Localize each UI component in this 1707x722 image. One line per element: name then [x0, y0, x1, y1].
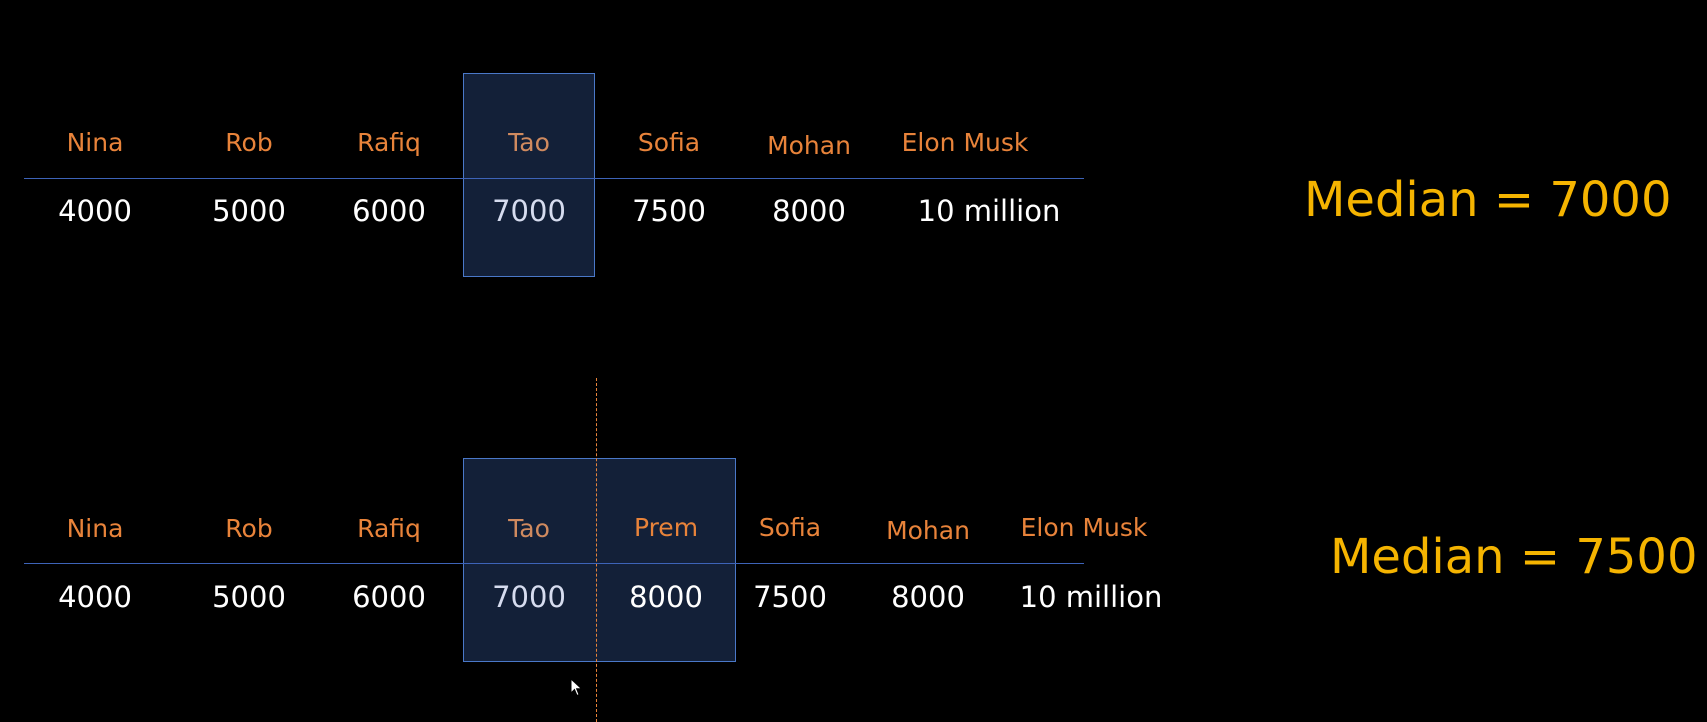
table-divider-1 — [24, 178, 1084, 179]
name-cell: Rob — [225, 514, 273, 543]
value-cell-median: 7000 — [492, 580, 566, 614]
median-label-2: Median = 7500 — [1330, 529, 1698, 585]
value-cell: 8000 — [772, 194, 846, 228]
value-cell: 6000 — [352, 580, 426, 614]
median-divider-dashed-line — [596, 378, 597, 722]
value-cell: 4000 — [58, 194, 132, 228]
median-highlight-box-2 — [463, 458, 736, 662]
name-cell: Sofia — [637, 128, 701, 157]
mouse-cursor-icon — [570, 677, 584, 702]
value-cell: 4000 — [58, 580, 132, 614]
name-cell: Nina — [66, 514, 124, 543]
value-cell: 7500 — [632, 194, 706, 228]
name-cell-median: Prem — [633, 513, 699, 542]
value-cell-median: 8000 — [629, 580, 703, 614]
name-cell: Rafiq — [357, 514, 421, 543]
name-cell-median: Tao — [508, 514, 550, 543]
value-cell: 10 million — [917, 194, 1061, 228]
name-cell: Sofia — [758, 513, 822, 542]
name-cell: Mohan — [886, 516, 970, 545]
median-label-1: Median = 7000 — [1304, 172, 1672, 228]
value-cell: 10 million — [1019, 580, 1163, 614]
value-cell-median: 7000 — [492, 194, 566, 228]
value-cell: 8000 — [891, 580, 965, 614]
median-highlight-box-1 — [463, 73, 595, 277]
name-cell: Rafiq — [357, 128, 421, 157]
name-cell: Mohan — [767, 131, 851, 160]
value-cell: 6000 — [352, 194, 426, 228]
value-cell: 5000 — [212, 580, 286, 614]
name-cell-median: Tao — [508, 128, 550, 157]
table-divider-2 — [24, 563, 1084, 564]
name-cell: Elon Musk — [1020, 513, 1148, 542]
name-cell: Elon Musk — [901, 128, 1029, 157]
name-cell: Rob — [225, 128, 273, 157]
value-cell: 5000 — [212, 194, 286, 228]
name-cell: Nina — [66, 128, 124, 157]
value-cell: 7500 — [753, 580, 827, 614]
